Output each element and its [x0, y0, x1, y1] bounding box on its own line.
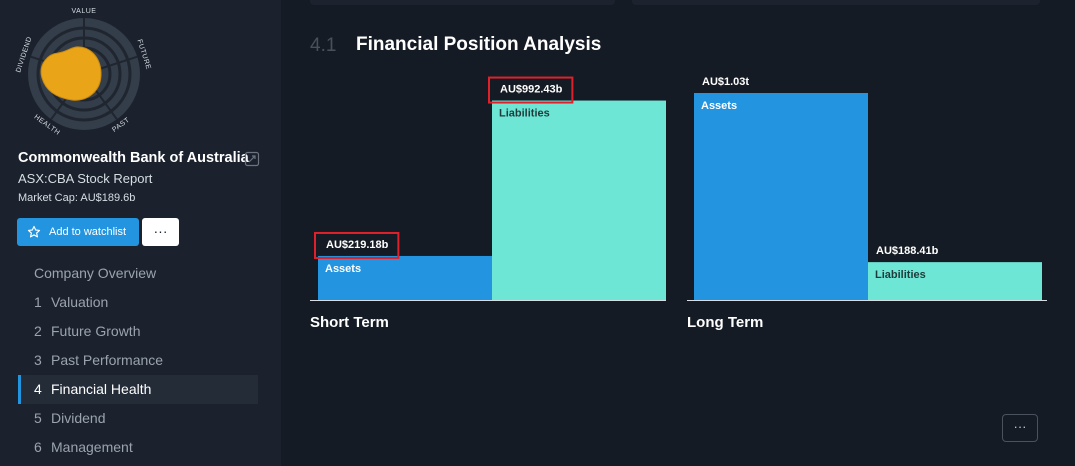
- top-card-right: [632, 0, 1040, 5]
- bar-long-term-assets: [694, 93, 868, 300]
- nav-item-future-growth[interactable]: 2 Future Growth: [18, 317, 258, 346]
- group-label-long-term: Long Term: [687, 314, 763, 331]
- bar-value-label: AU$992.43b: [500, 84, 563, 96]
- star-icon: [27, 225, 41, 238]
- nav-item-valuation[interactable]: 1 Valuation: [18, 288, 258, 317]
- bar-series-label: Liabilities: [499, 108, 550, 120]
- bar-long-term-liabilities: [868, 262, 1042, 300]
- highlight-box: [488, 76, 574, 104]
- sidebar: VALUE FUTURE PAST HEALTH DIVIDEND Commonweal…: [0, 0, 281, 466]
- nav-item-number: 1: [34, 294, 42, 310]
- nav-item-number: 6: [34, 439, 42, 455]
- nav-item-label: Future Growth: [51, 323, 141, 339]
- more-options-button[interactable]: ···: [142, 218, 179, 246]
- watchlist-label: Add to watchlist: [49, 226, 127, 238]
- copy-icon[interactable]: [244, 151, 260, 167]
- bar-value-label: AU$219.18b: [326, 239, 389, 251]
- snowflake-axis-label: VALUE: [72, 8, 97, 15]
- report-navigation: Company Overview 1 Valuation 2 Future Growth…: [18, 259, 258, 462]
- section-title: Financial Position Analysis: [356, 34, 602, 55]
- add-to-watchlist-button[interactable]: Add to watchlist: [17, 218, 139, 246]
- nav-item-label: Financial Health: [51, 381, 152, 397]
- nav-item-company-overview[interactable]: Company Overview: [18, 259, 258, 288]
- top-card-left: [310, 0, 615, 5]
- nav-item-number: 2: [34, 323, 42, 339]
- bar-short-term-assets: [318, 255, 492, 300]
- nav-item-number: 4: [34, 381, 42, 397]
- nav-item-number: 5: [34, 410, 42, 426]
- nav-item-label: Past Performance: [51, 352, 164, 368]
- market-cap: Market Cap: AU$189.6b: [18, 192, 136, 204]
- bar-short-term-liabilities: [492, 100, 666, 300]
- nav-item-label: Dividend: [51, 410, 106, 426]
- nav-item-label: Company Overview: [34, 265, 157, 281]
- bar-value-label: AU$1.03t: [702, 76, 749, 88]
- bar-series-label: Assets: [701, 100, 737, 112]
- nav-item-financial-health[interactable]: 4 Financial Health: [18, 375, 258, 404]
- company-name: Commonwealth Bank of Australia: [18, 150, 249, 166]
- bar-value-label: AU$188.41b: [876, 245, 939, 257]
- stock-report-subtitle: ASX:CBA Stock Report: [18, 171, 153, 186]
- highlight-box: [314, 231, 400, 259]
- group-label-short-term: Short Term: [310, 314, 389, 331]
- bar-series-label: Liabilities: [875, 269, 926, 281]
- section-number: 4.1: [310, 35, 337, 56]
- nav-item-label: Valuation: [51, 294, 109, 310]
- nav-item-past-performance[interactable]: 3 Past Performance: [18, 346, 258, 375]
- nav-item-dividend[interactable]: 5 Dividend: [18, 404, 258, 433]
- nav-item-management[interactable]: 6 Management: [18, 433, 258, 462]
- snowflake-score-shape: [40, 46, 102, 101]
- bar-series-label: Assets: [325, 263, 361, 275]
- nav-item-label: Management: [51, 439, 133, 455]
- nav-item-number: 3: [34, 352, 42, 368]
- financial-position-chart: Assets AU$219.18b Liabilities AU$992.43b Sho…: [310, 76, 1047, 331]
- chart-options-button[interactable]: ···: [1002, 414, 1038, 442]
